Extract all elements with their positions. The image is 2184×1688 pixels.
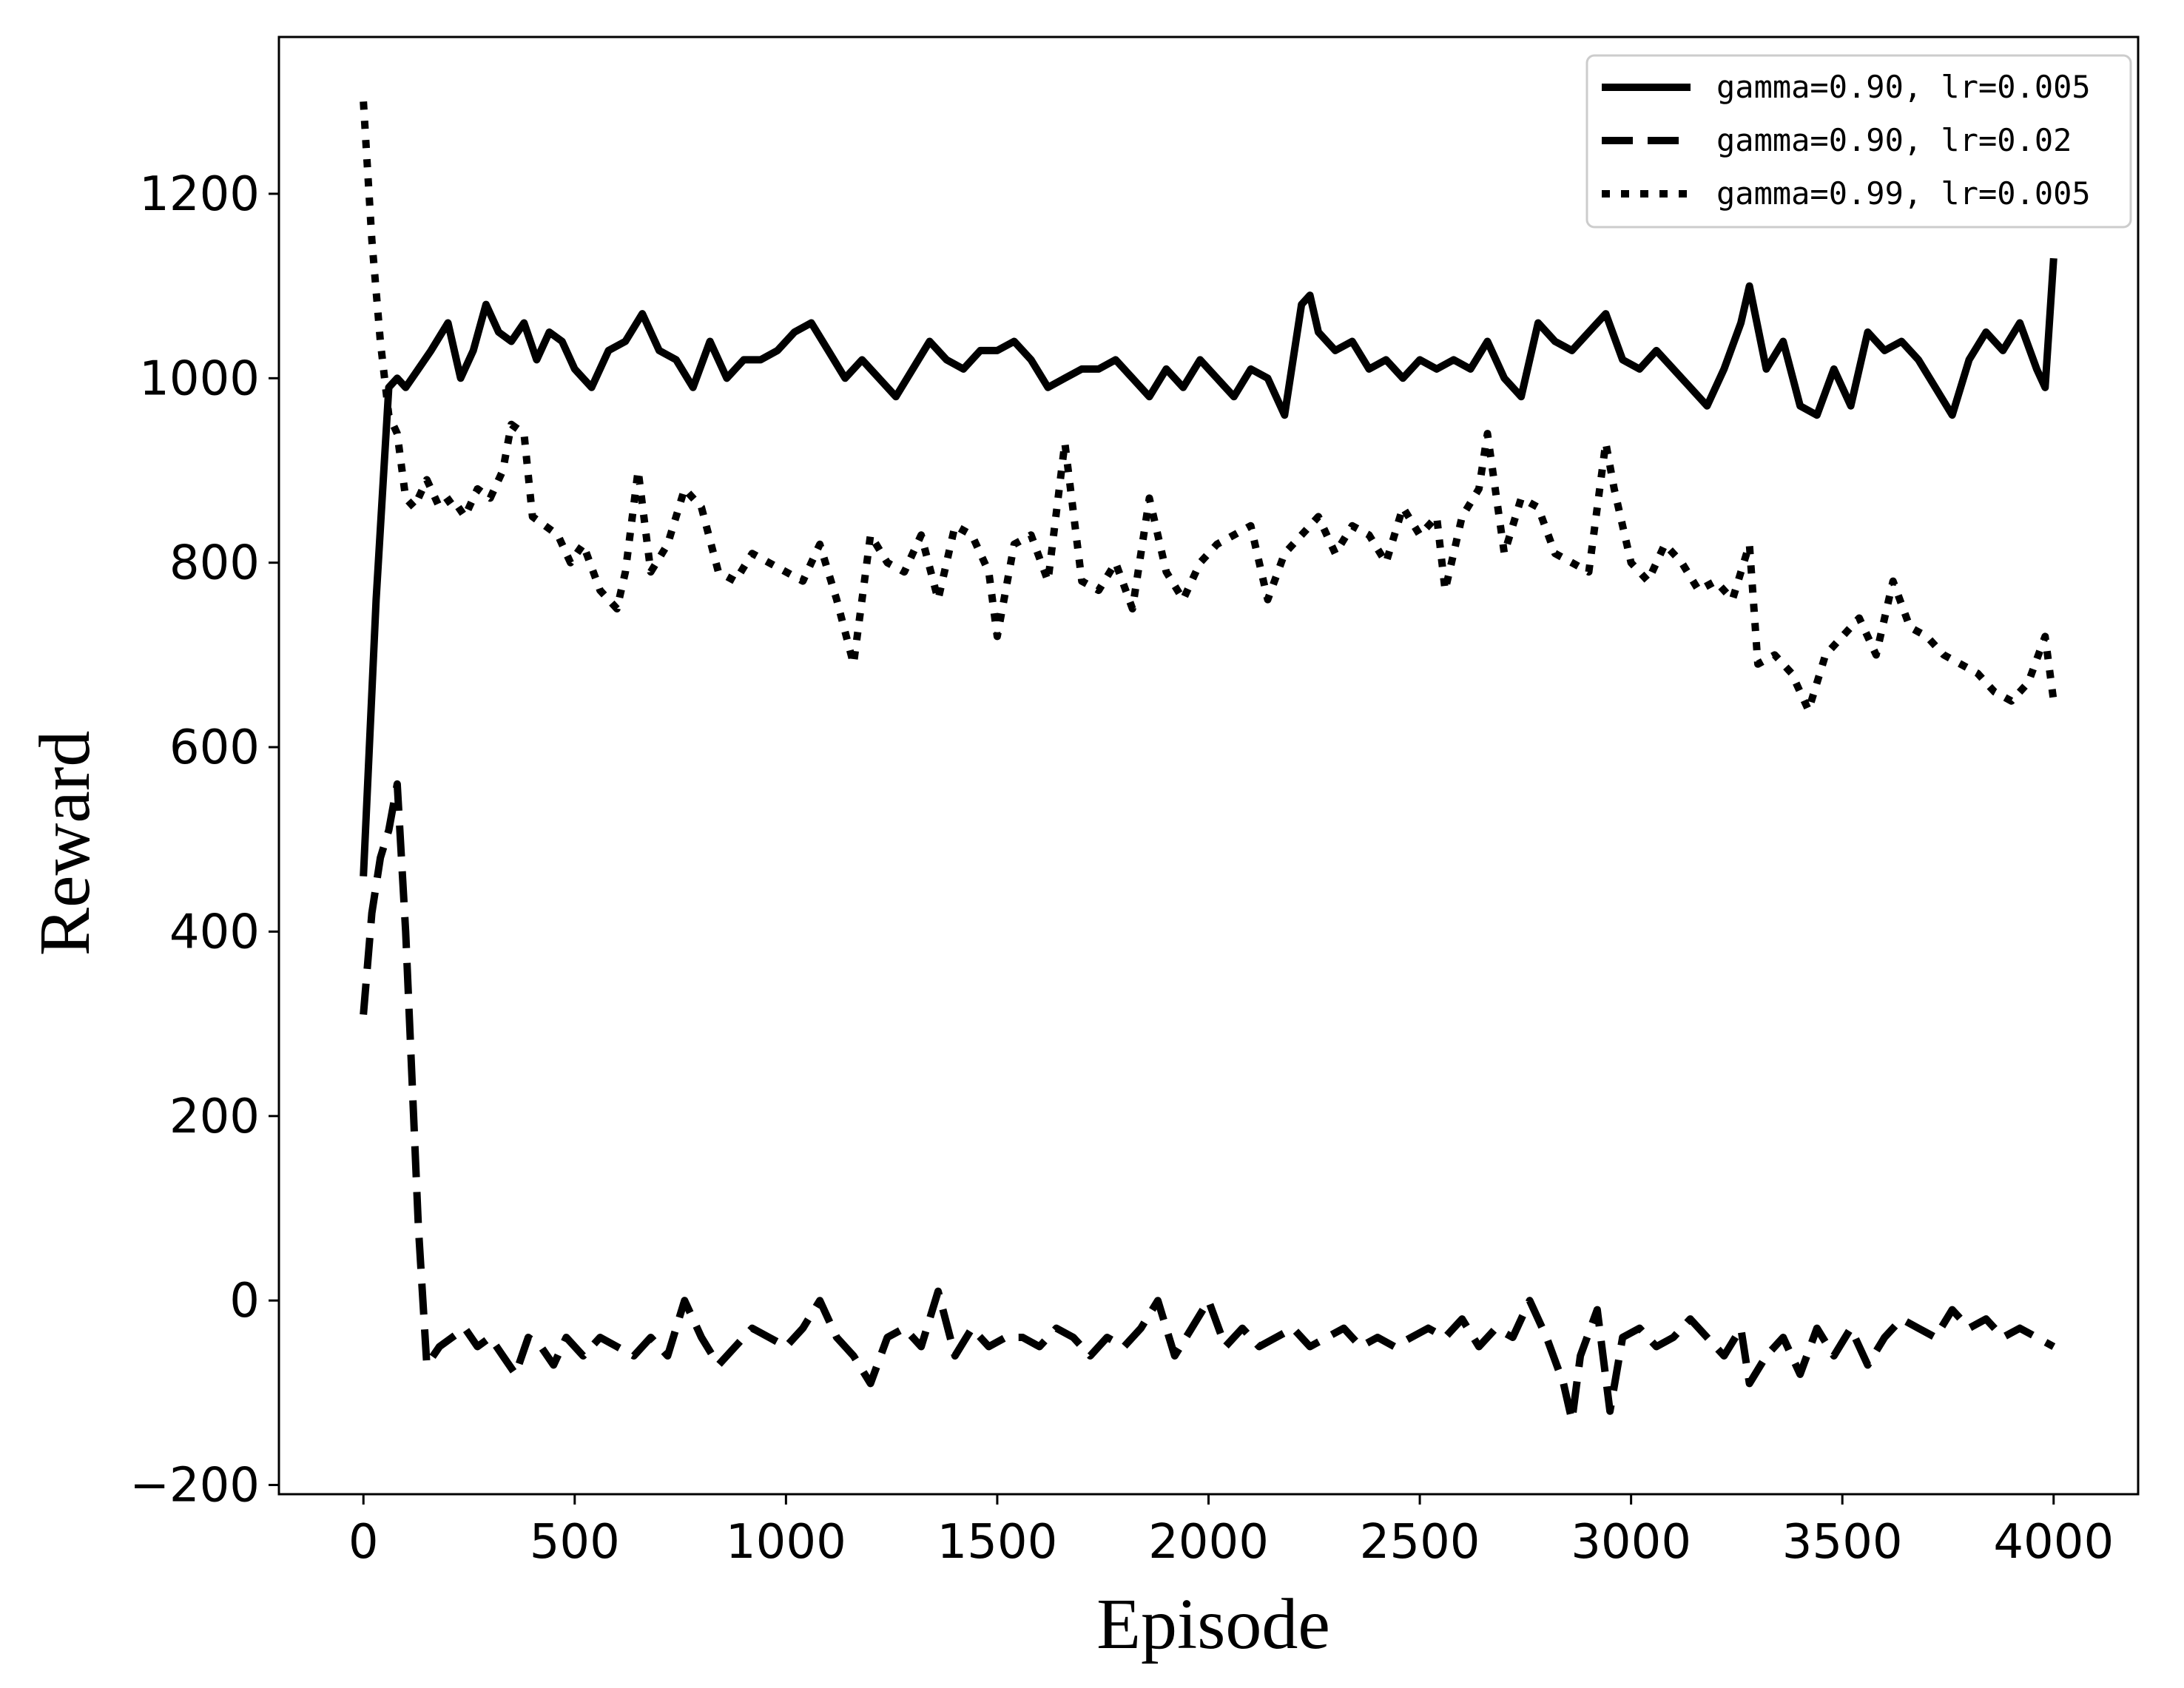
y-axis-title: Reward: [25, 731, 105, 956]
series-line-0: [360, 257, 2057, 877]
legend-box: [1585, 54, 2132, 229]
y-axis-ticks: −200 0 200 400 600 800 1000 1200: [129, 167, 279, 1513]
x-axis-title: Episode: [1096, 1584, 1330, 1664]
y-tick-label: 600: [169, 720, 260, 775]
legend-label-1: gamma=0.90, lr=0.02: [1716, 122, 2072, 158]
y-tick-label: 400: [169, 905, 260, 959]
x-tick-label: 3000: [1571, 1515, 1691, 1570]
series-line-2: [360, 101, 2057, 715]
plot-area: [277, 36, 2140, 1496]
legend-label-0: gamma=0.90, lr=0.005: [1716, 69, 2091, 105]
y-tick-label: 0: [229, 1274, 260, 1329]
x-tick-label: 4000: [1993, 1515, 2114, 1570]
y-tick-label: −200: [129, 1459, 260, 1513]
y-tick-label: 1000: [139, 351, 260, 406]
y-tick-label: 1200: [139, 167, 260, 222]
series-layer: [360, 101, 2057, 1425]
y-tick-label: 800: [169, 536, 260, 591]
x-tick-label: 2000: [1148, 1515, 1269, 1570]
x-axis-ticks: 0 500 1000 1500 2000 2500 3000 3500 4000: [348, 1494, 2114, 1570]
x-tick-label: 1500: [937, 1515, 1057, 1570]
y-tick-label: 200: [169, 1090, 260, 1144]
x-tick-label: 500: [530, 1515, 620, 1570]
series-line-1: [360, 780, 2056, 1425]
legend: gamma=0.90, lr=0.005 gamma=0.90, lr=0.02…: [1585, 54, 2132, 229]
x-tick-label: 3500: [1782, 1515, 1903, 1570]
x-tick-label: 2500: [1360, 1515, 1480, 1570]
x-tick-label: 1000: [726, 1515, 846, 1570]
x-tick-label: 0: [348, 1515, 379, 1570]
legend-label-2: gamma=0.99, lr=0.005: [1716, 175, 2091, 212]
